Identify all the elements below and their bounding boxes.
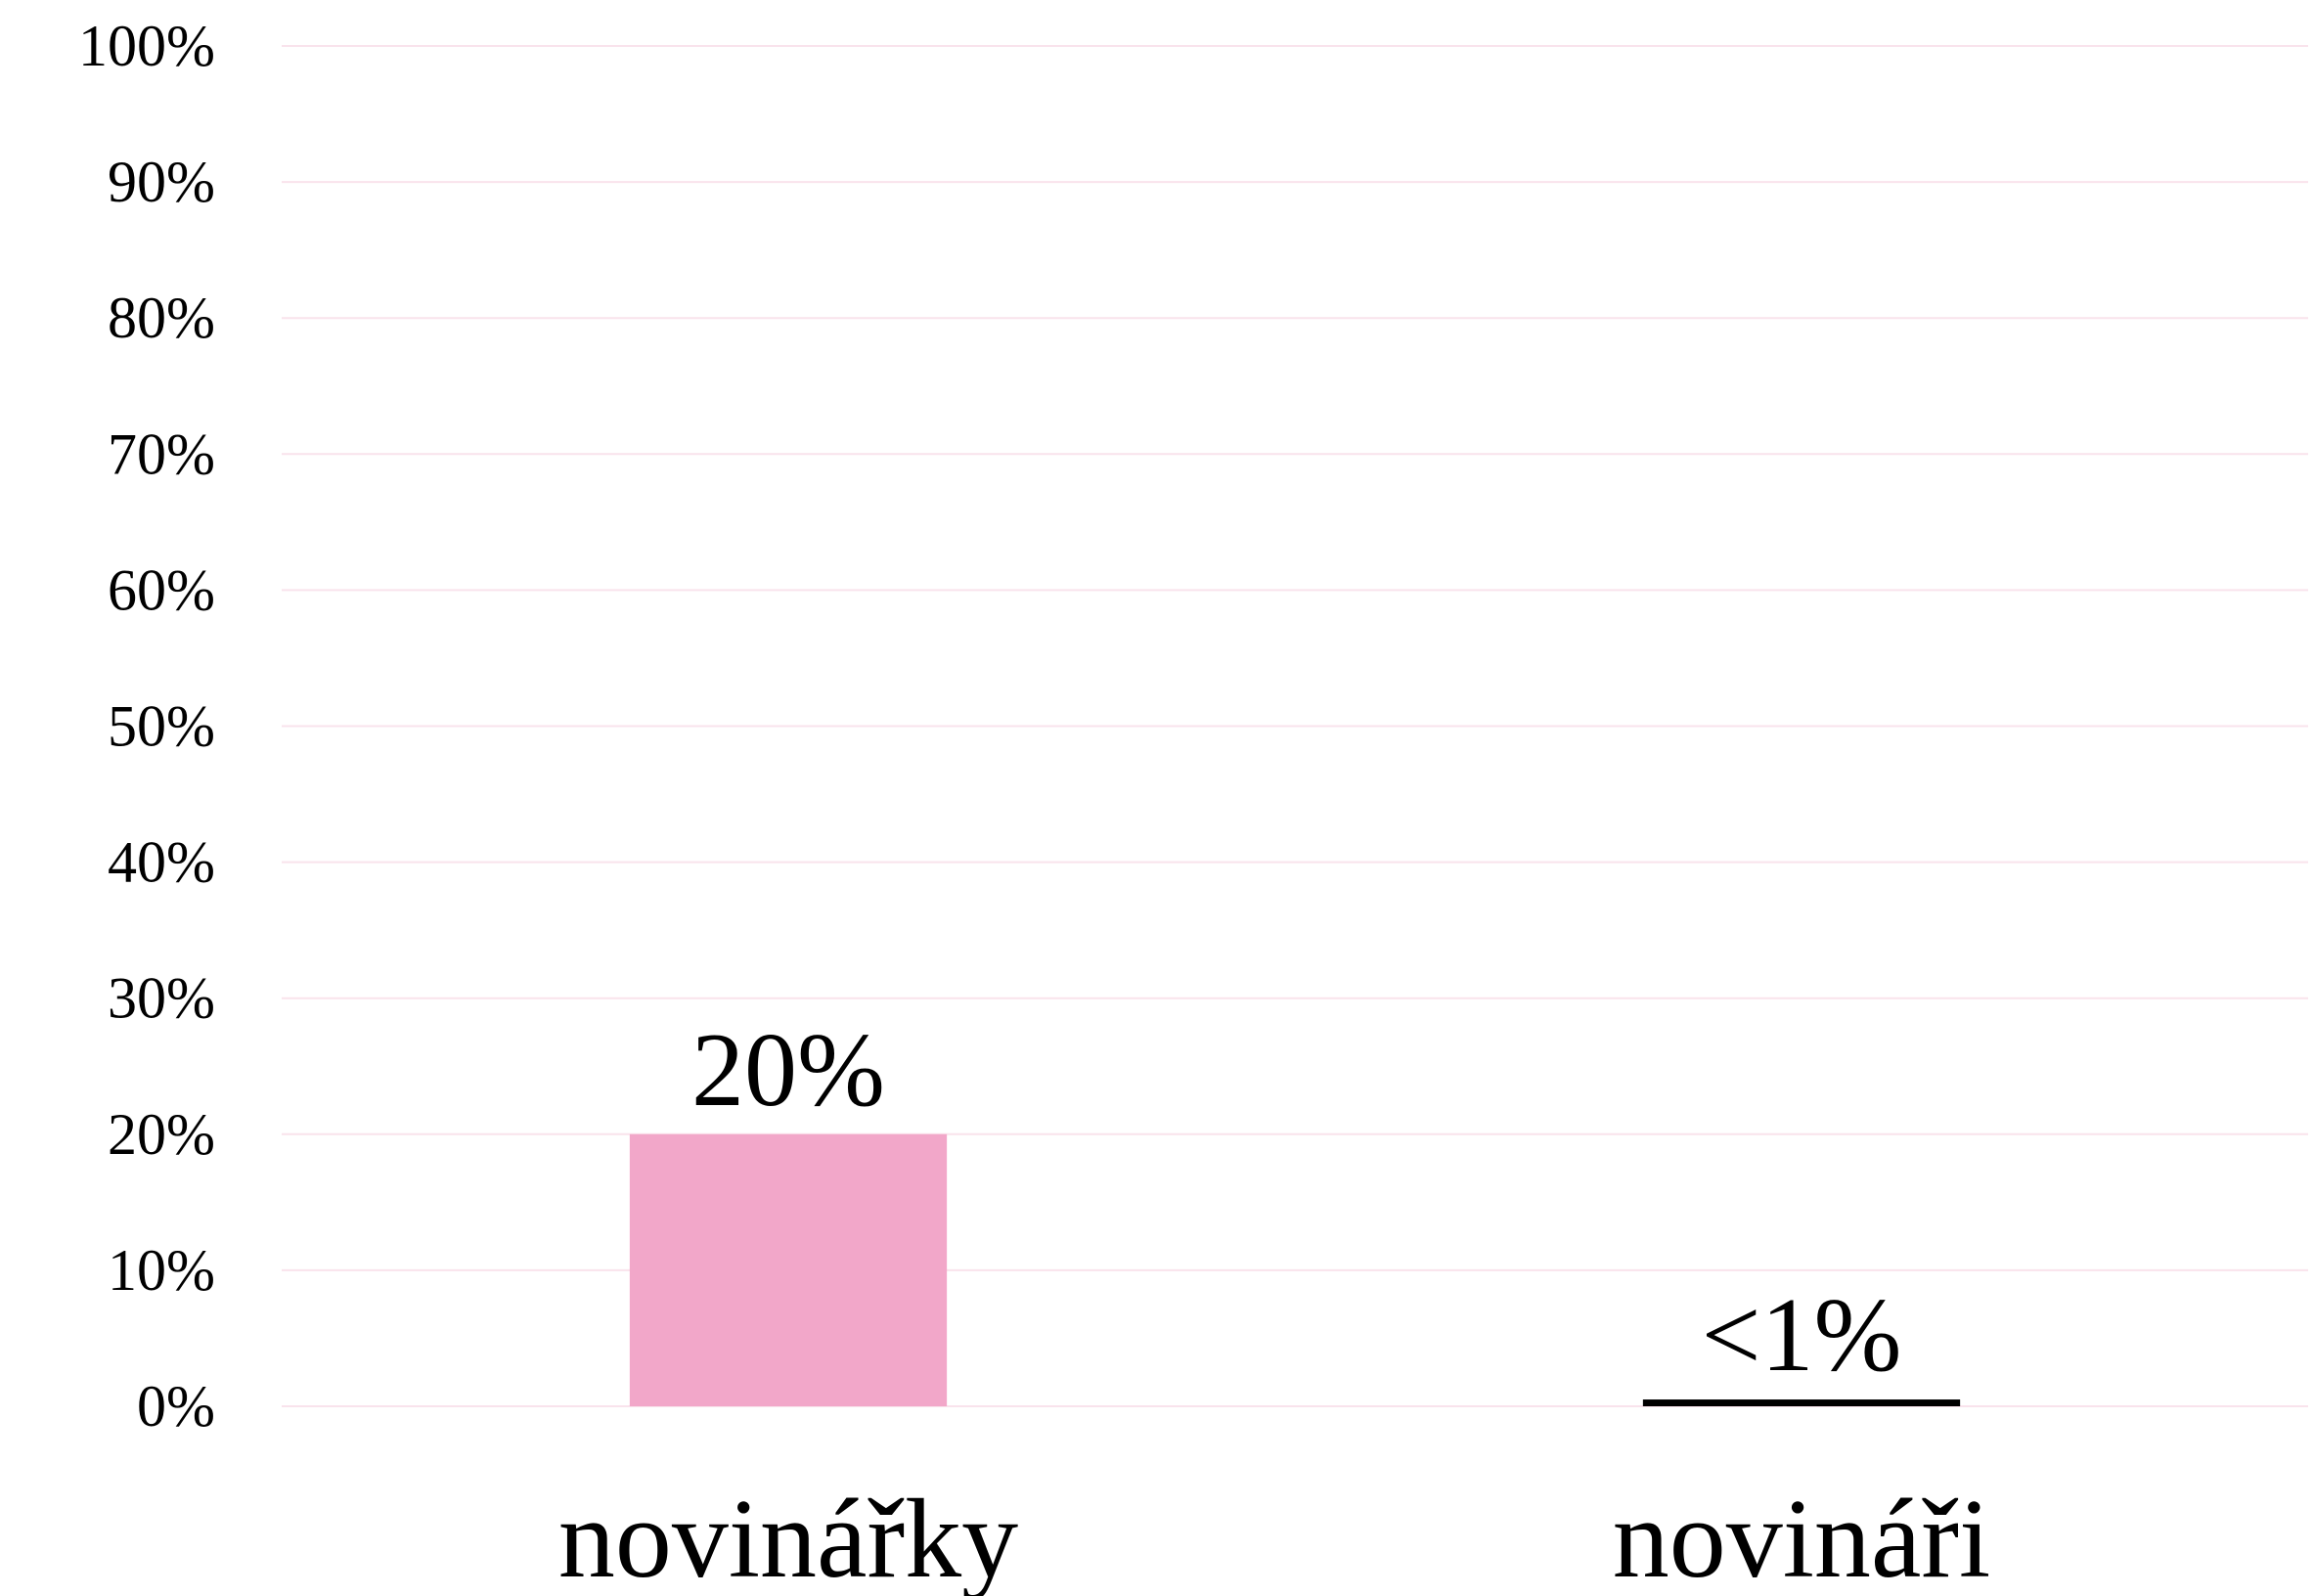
y-tick-label: 100% xyxy=(78,14,215,78)
y-tick-label: 90% xyxy=(108,150,215,214)
y-tick-label: 40% xyxy=(108,830,215,895)
y-tick-label: 70% xyxy=(108,421,215,486)
y-tick-label: 50% xyxy=(108,694,215,759)
bar xyxy=(629,1133,948,1406)
x-tick-label: novinářky xyxy=(558,1477,1018,1596)
y-tick-label: 60% xyxy=(108,557,215,622)
value-label: <1% xyxy=(1702,1277,1902,1394)
y-tick-label: 30% xyxy=(108,966,215,1031)
value-label: 20% xyxy=(691,1012,885,1129)
y-tick-label: 0% xyxy=(137,1374,215,1439)
bar xyxy=(1642,1399,1961,1406)
y-tick-label: 20% xyxy=(108,1102,215,1167)
y-tick-label: 10% xyxy=(108,1238,215,1303)
y-tick-label: 80% xyxy=(108,286,215,350)
x-tick-label: novináři xyxy=(1613,1477,1991,1596)
